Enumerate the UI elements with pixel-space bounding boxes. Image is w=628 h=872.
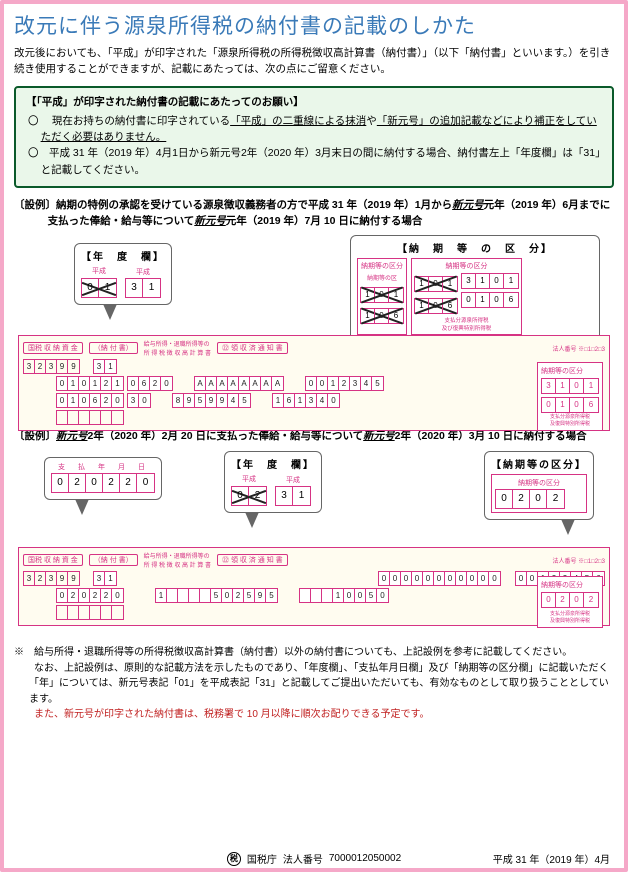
h2-l2: 平成 [286, 475, 300, 485]
heisei-lbl2: 平成 [136, 267, 150, 277]
example1-figure: 【年 度 欄】 平成 01 平成 31 【納 期 等 の 区 分】 納期等の区分… [14, 235, 614, 423]
footer-corp-no: 7000012050002 [329, 853, 401, 864]
slip1-kubun-mini: 納期等の区分 3101 0106 支払分源泉所得税及復興特別所得税 [537, 362, 603, 431]
kubun-callout-2: 【納期等の区分】 納期等の区分 0202 [484, 451, 594, 520]
s1-mini-t: 納期等の区分 [541, 366, 599, 376]
h2-l1: 平成 [242, 474, 256, 484]
footer-agency: 国税庁 [247, 851, 277, 866]
footer-corp-lbl: 法人番号 [283, 851, 323, 866]
page-border [0, 0, 628, 872]
slip1: 国税 収 納 資 金 （納 付 書） 給与所得・退職所得等の所 得 税 徴 収 … [18, 335, 610, 431]
s2-mini-t: 納期等の区分 [541, 580, 599, 590]
slip1-f1: （納 付 書） [89, 342, 138, 354]
footer: 税 国税庁 法人番号 7000012050002 平成 31 年（2019 年）… [0, 851, 628, 866]
year-callout-title: 【年 度 欄】 [81, 248, 165, 263]
slip2-tax: 国税 収 納 資 金 [23, 554, 83, 566]
slip2-f2: ㉒ 領 収 済 通 知 書 [217, 554, 288, 566]
kubun2-t: 【納期等の区分】 [491, 456, 587, 471]
example2-figure: 支 払 年 月 日 020220 【年 度 欄】 平成 02 平成 31 【納期… [14, 451, 614, 639]
year2-t: 【年 度 欄】 [231, 456, 315, 471]
footer-date: 平成 31 年（2019 年）4月 [493, 851, 610, 866]
tax-seal-icon: 税 [227, 852, 241, 866]
year-callout: 【年 度 欄】 平成 01 平成 31 [74, 243, 172, 305]
kubun-lbl-r: 納期等の区分 [414, 261, 519, 271]
paydate-callout: 支 払 年 月 日 020220 [44, 457, 162, 500]
year-callout-2: 【年 度 欄】 平成 02 平成 31 [224, 451, 322, 513]
heisei-lbl: 平成 [92, 266, 106, 276]
slip1-tax: 国税 収 納 資 金 [23, 342, 83, 354]
kubun2-l: 納期等の区分 [495, 478, 583, 488]
slip1-f2: ㉒ 領 収 済 通 知 書 [217, 342, 288, 354]
kubun-lbl-l: 納期等の区分 [360, 261, 404, 271]
slip2: 国税 収 納 資 金 （納 付 書） 給与所得・退職所得等の所 得 税 徴 収 … [18, 547, 610, 626]
pay-t: 支 払 年 月 日 [51, 462, 155, 472]
kubun-callout: 【納 期 等 の 区 分】 納期等の区分 納期等の区 101 106 納期等の区… [350, 235, 600, 342]
slip2-kubun-mini: 納期等の区分 0202 支払分源泉所得税及復興特別所得税 [537, 576, 603, 628]
slip2-f1: （納 付 書） [89, 554, 138, 566]
kubun-title: 【納 期 等 の 区 分】 [357, 240, 593, 255]
